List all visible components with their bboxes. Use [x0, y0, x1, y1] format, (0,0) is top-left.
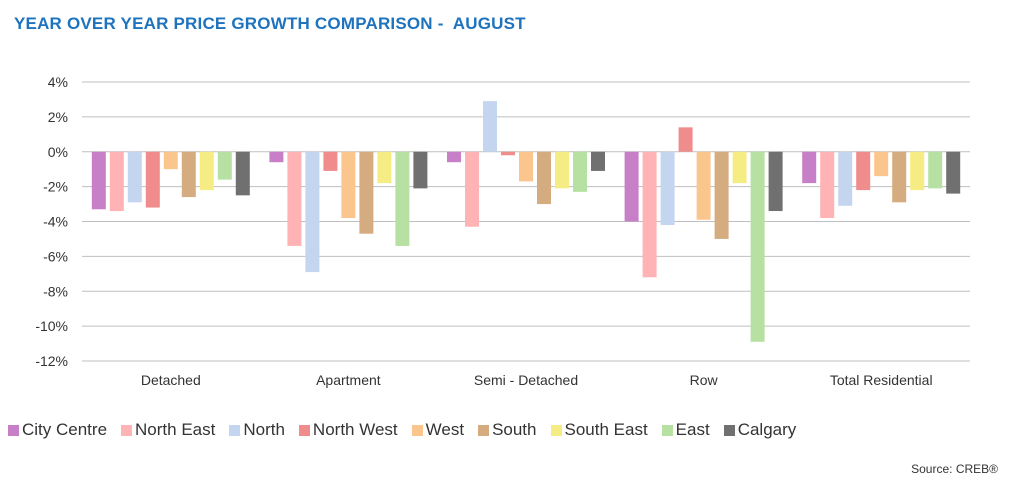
bar	[856, 151, 871, 191]
legend-swatch	[121, 424, 133, 436]
y-tick-label: 0%	[48, 144, 68, 160]
bar	[928, 151, 943, 189]
bar	[483, 101, 497, 152]
x-category-label: Semi - Detached	[474, 372, 578, 388]
bar	[802, 151, 817, 184]
bar	[750, 151, 765, 342]
y-tick-label: -10%	[35, 318, 68, 334]
legend-swatch	[478, 424, 490, 436]
legend-label: North	[243, 420, 285, 439]
bar	[714, 151, 729, 239]
x-category-label: Detached	[141, 372, 201, 388]
legend-label: South East	[564, 420, 648, 439]
bar	[359, 151, 374, 234]
legend-item: Calgary	[723, 420, 797, 440]
legend-label: North East	[135, 420, 216, 439]
legend-label: City Centre	[22, 420, 108, 439]
bar	[946, 151, 961, 194]
legend-label: East	[675, 420, 710, 439]
source-note: Source: CREB®	[911, 462, 998, 476]
legend-item: City Centre	[8, 420, 107, 440]
legend-item: East	[661, 420, 710, 440]
legend-item: South	[478, 420, 537, 440]
bar	[235, 151, 250, 196]
bar	[269, 151, 284, 163]
legend-swatch	[723, 424, 735, 436]
legend-item: West	[411, 420, 465, 440]
x-category-label: Row	[690, 372, 719, 388]
legend: City Centre North East North North West West…	[8, 420, 810, 440]
bar	[892, 151, 907, 203]
legend-swatch	[8, 424, 19, 436]
bar	[642, 151, 657, 278]
bar	[217, 151, 232, 180]
bar	[838, 151, 853, 206]
bar	[660, 151, 675, 225]
bar	[465, 151, 479, 227]
bar	[555, 151, 569, 189]
y-tick-label: -12%	[35, 353, 68, 369]
legend-swatch	[229, 424, 241, 436]
bar-chart: 4% 2% 0% -2% -4% -6% -8% -10% -12% Detached Apartm…	[35, 74, 970, 388]
bar	[323, 151, 338, 171]
legend-label: West	[425, 420, 465, 439]
bar	[874, 151, 889, 177]
legend-label: Calgary	[737, 420, 797, 439]
bar	[163, 151, 178, 170]
chart-title: YEAR OVER YEAR PRICE GROWTH COMPARISON -…	[14, 14, 526, 33]
legend-item: North East	[121, 420, 215, 440]
bar	[395, 151, 410, 246]
bar	[732, 151, 747, 184]
legend-label: North West	[312, 420, 398, 439]
y-tick-label: 2%	[48, 109, 68, 125]
bar	[537, 151, 551, 205]
bar	[341, 151, 356, 219]
bar	[199, 151, 214, 191]
bar	[287, 151, 302, 246]
legend-swatch	[550, 424, 562, 436]
x-category-label: Total Residential	[830, 372, 933, 388]
legend-item: South East	[550, 420, 648, 440]
bar	[624, 151, 639, 222]
y-tick-label: -4%	[43, 214, 68, 230]
bar	[573, 151, 587, 192]
bar	[127, 151, 142, 203]
y-tick-label: -2%	[43, 179, 68, 195]
legend-swatch	[298, 424, 310, 436]
bar	[591, 151, 605, 171]
y-tick-label: -8%	[43, 283, 68, 299]
bar	[696, 151, 711, 220]
legend-label: South	[492, 420, 537, 439]
bar	[678, 127, 693, 152]
bar	[145, 151, 160, 208]
legend-item: North West	[298, 420, 398, 440]
legend-swatch	[411, 424, 423, 436]
y-tick-label: 4%	[48, 74, 68, 90]
bar	[413, 151, 428, 189]
legend-swatch	[661, 424, 673, 436]
bar	[768, 151, 783, 212]
y-tick-label: -6%	[43, 248, 68, 264]
legend-item: North	[229, 420, 285, 440]
bar	[447, 151, 461, 163]
x-category-label: Apartment	[316, 372, 381, 388]
bar	[820, 151, 835, 219]
bar	[910, 151, 925, 191]
bar	[519, 151, 533, 182]
bar	[109, 151, 124, 212]
bar	[501, 151, 515, 156]
bar	[377, 151, 392, 184]
bar	[305, 151, 320, 273]
bar	[181, 151, 196, 198]
bar	[91, 151, 106, 210]
